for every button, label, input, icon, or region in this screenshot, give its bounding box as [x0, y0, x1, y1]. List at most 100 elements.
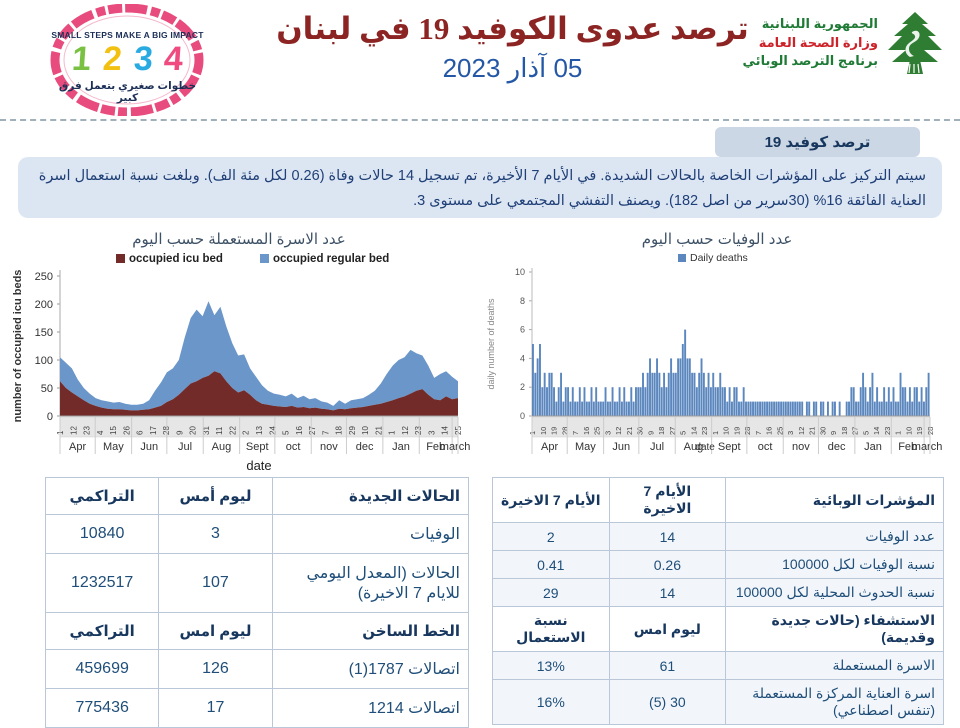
chart-text: 15	[109, 426, 118, 435]
chart-text: date	[695, 442, 715, 453]
chart-text: nov	[792, 441, 810, 453]
chart-text: Jan	[392, 441, 410, 453]
chart-text: 20	[189, 426, 198, 435]
chart-text: 29	[348, 426, 357, 435]
chart-text: Jan	[864, 441, 882, 453]
chart-text: 12	[401, 426, 410, 435]
chart-text: march	[912, 441, 943, 453]
chart-text: 5	[861, 431, 870, 435]
table-cell: 29	[492, 578, 610, 607]
column-header: المؤشرات الوبائية	[725, 477, 944, 523]
chart-text: 7	[321, 430, 330, 435]
chart-text: Jul	[650, 441, 664, 453]
column-header: الأيام 7 الاخيرة	[608, 477, 727, 523]
chart-text: dec	[356, 441, 374, 453]
table-header-row: الخط الساخن ليوم امس التراكمي	[44, 612, 470, 650]
table-cell: 0.26	[608, 550, 727, 579]
table-row: نسبة الوفيات لكل 100000 0.26 0.41	[492, 550, 944, 579]
chart-text: 9	[646, 431, 655, 435]
chart-text: 10	[361, 426, 370, 435]
chart-text: 10	[539, 427, 548, 435]
digit-1: 1	[70, 40, 92, 78]
table-cell: 459699	[44, 649, 160, 689]
chart-text: 100	[35, 355, 53, 367]
chart-text: 24	[268, 426, 277, 435]
chart-text: number of occupied icu beds	[12, 270, 24, 423]
chart-text: 18	[335, 426, 344, 435]
stamp-ring-icon	[50, 4, 204, 116]
chart-text: Feb	[898, 441, 917, 453]
chart-text: Feb	[426, 441, 445, 453]
chart-text: 3	[603, 431, 612, 435]
chart-text: 6	[136, 430, 145, 435]
chart-text: 30	[818, 427, 827, 435]
chart-text: 21	[374, 426, 383, 435]
chart-text: 19	[915, 427, 924, 435]
epi-indicators-table: المؤشرات الوبائية الأيام 7 الاخيرة الأيام …	[492, 477, 944, 725]
column-header: نسبة الاستعمال	[492, 606, 610, 652]
chart-text: 6	[520, 325, 525, 335]
summary-paragraph: سيتم التركيز على المؤشرات الخاصة بالحالا…	[18, 157, 942, 218]
chart-text: 4	[96, 430, 105, 435]
new-cases-hotline-table: الحالات الجديدة ليوم أمس التراكمي الوفيات 3 1…	[44, 477, 470, 728]
chart-text: 0	[47, 411, 53, 423]
chart-text: 10	[904, 427, 913, 435]
chart-text: 14	[872, 427, 881, 435]
table-cell: 0.41	[492, 550, 610, 579]
chart-text: 9	[175, 430, 184, 435]
chart-text: 3	[427, 430, 436, 435]
chart-text: 16	[765, 427, 774, 435]
column-header: الخط الساخن	[271, 612, 470, 650]
table-cell: اتصالات 1214	[271, 688, 470, 728]
ministry-line3: برنامج الترصد الوبائي	[742, 53, 878, 69]
chart-text: 16	[295, 426, 304, 435]
chart-text: Apr	[541, 441, 558, 453]
chart-text: 22	[228, 426, 237, 435]
chart-text: Apr	[69, 441, 86, 453]
chart-text: 28	[560, 427, 569, 435]
chart-text: Aug	[212, 441, 232, 453]
chart-text: 23	[414, 426, 423, 435]
chart-text: 27	[308, 426, 317, 435]
chart-text: dec	[828, 441, 846, 453]
table-cell: 775436	[44, 688, 160, 728]
ministry-line2: وزارة الصحة العامة	[758, 34, 878, 50]
chart-text: oct	[286, 441, 301, 453]
digit-4: 4	[163, 40, 185, 78]
cedar-icon	[888, 12, 942, 74]
column-header: ليوم أمس	[158, 477, 273, 515]
chart-text: 12	[69, 426, 78, 435]
dashed-separator	[0, 119, 960, 121]
column-header: الحالات الجديدة	[271, 477, 470, 515]
chart-text: 12	[797, 427, 806, 435]
column-header: الاستشفاء (حالات جديدة وقديمة)	[725, 606, 944, 652]
table-cell: 14	[608, 522, 727, 551]
beds-chart-title: عدد الاسرة المستعملة حسب اليوم	[132, 231, 346, 248]
chart-text: march	[440, 441, 470, 453]
table-cell: 30 (5)	[608, 679, 727, 725]
chart-text: 200	[35, 299, 53, 311]
icu-bed-area	[60, 371, 458, 416]
chart-text: 14	[441, 426, 450, 435]
chart-text: 50	[41, 383, 53, 395]
report-date: 05 آذار 2023	[442, 52, 583, 83]
chart-text: 17	[149, 426, 158, 435]
chart-text: occupied regular bed	[273, 253, 389, 265]
table-header-row: المؤشرات الوبائية الأيام 7 الاخيرة الأيام …	[492, 477, 944, 523]
chart-text: 150	[35, 327, 53, 339]
chart-text: Jun	[612, 441, 630, 453]
table-cell: 13%	[492, 651, 610, 680]
table-cell: نسبة الحدوث المحلية لكل 100000	[725, 578, 944, 607]
ministry-line1: الجمهورية اللبنانية	[761, 15, 878, 31]
table-header-row: الحالات الجديدة ليوم أمس التراكمي	[44, 477, 470, 515]
report-title-block: ترصد عدوى الكوفيد 19 في لبنان 05 آذار 20…	[240, 10, 785, 84]
chart-text: 0	[520, 411, 525, 421]
table-cell: 16%	[492, 679, 610, 725]
chart-text: 4	[520, 353, 525, 363]
stamp-slogan-en: SMALL STEPS MAKE A BIG IMPACT	[51, 30, 204, 40]
table-cell: 1232517	[44, 553, 160, 613]
table-cell: 3	[158, 514, 273, 554]
chart-text: 9	[829, 431, 838, 435]
